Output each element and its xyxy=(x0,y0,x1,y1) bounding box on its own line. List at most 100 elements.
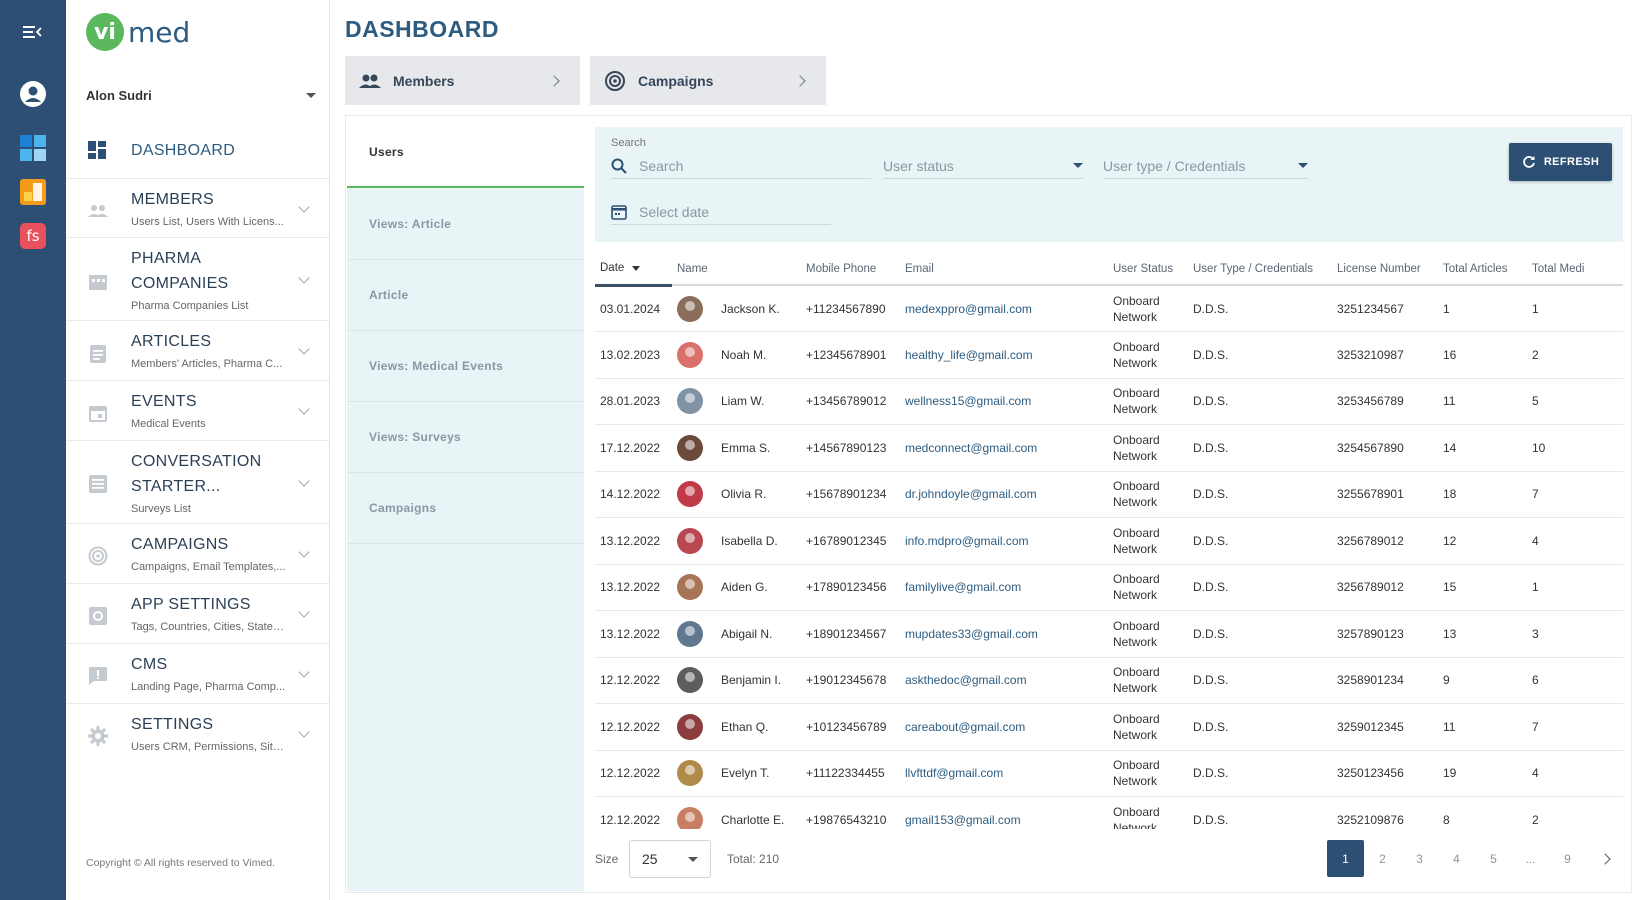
sidebar-item-settings[interactable]: SETTINGS Users CRM, Permissions, Site... xyxy=(66,704,330,764)
table-row[interactable]: 17.12.2022 Emma S. +14567890123 medconnect@… xyxy=(595,424,1623,472)
page-button[interactable]: 9 xyxy=(1564,851,1571,866)
quick-tab-members[interactable]: Members xyxy=(345,56,580,105)
table-row[interactable]: 13.12.2022 Abigail N. +18901234567 mupdates… xyxy=(595,610,1623,658)
page-title: DASHBOARD xyxy=(345,16,499,42)
column-header-name[interactable]: Name xyxy=(672,253,801,286)
table-row[interactable]: 12.12.2022 Charlotte E. +19876543210 gmail1… xyxy=(595,796,1623,829)
sidebar-item-cms[interactable]: CMS Landing Page, Pharma Comp... xyxy=(66,644,330,704)
status-line-2: Network xyxy=(1113,774,1158,789)
refresh-icon xyxy=(1523,156,1535,168)
table-row[interactable]: 13.12.2022 Isabella D. +16789012345 info.md… xyxy=(595,517,1623,565)
menu-collapse-icon[interactable] xyxy=(19,18,47,46)
avatar xyxy=(677,574,703,601)
app-blue-icon[interactable] xyxy=(19,134,47,162)
app-fs-icon[interactable]: fs xyxy=(19,222,47,250)
cell-user-status: Onboard Network xyxy=(1108,378,1188,425)
cell-email[interactable]: careabout@gmail.com xyxy=(900,703,1108,751)
cell-email[interactable]: healthy_life@gmail.com xyxy=(900,331,1108,379)
search-input[interactable]: Search xyxy=(611,153,871,179)
column-header-mobile-phone[interactable]: Mobile Phone xyxy=(801,253,900,286)
column-header-email[interactable]: Email xyxy=(900,253,1108,286)
cell-total-articles: 8 xyxy=(1438,796,1527,829)
sidebar-item-articles[interactable]: ARTICLES Members' Articles, Pharma C... xyxy=(66,321,330,381)
page-button[interactable]: 4 xyxy=(1453,851,1460,866)
page-button[interactable]: 1 xyxy=(1327,840,1364,877)
cell-email[interactable]: mupdates33@gmail.com xyxy=(900,610,1108,658)
tab-campaigns[interactable]: Campaigns xyxy=(347,473,584,544)
table-row[interactable]: 28.01.2023 Liam W. +13456789012 wellness15@… xyxy=(595,378,1623,425)
sidebar-item-pharma-companies[interactable]: PHARMA COMPANIES Pharma Companies List xyxy=(66,238,330,321)
cell-email[interactable]: dr.johndoyle@gmail.com xyxy=(900,471,1108,518)
app-orange-icon[interactable] xyxy=(19,178,47,206)
sidebar-item-campaigns[interactable]: CAMPAIGNS Campaigns, Email Templates,... xyxy=(66,524,330,584)
avatar xyxy=(677,667,703,694)
cell-email[interactable]: info.mdpro@gmail.com xyxy=(900,517,1108,565)
cell-date: 03.01.2024 xyxy=(595,285,672,332)
table-row[interactable]: 13.12.2022 Aiden G. +17890123456 familylive… xyxy=(595,564,1623,611)
cell-email[interactable]: medexppro@gmail.com xyxy=(900,285,1108,332)
page-button[interactable]: 2 xyxy=(1379,851,1386,866)
table-row[interactable]: 12.12.2022 Benjamin I. +19012345678 askthed… xyxy=(595,657,1623,704)
table-row[interactable]: 14.12.2022 Olivia R. +15678901234 dr.johndo… xyxy=(595,471,1623,518)
sidebar-item-app-settings[interactable]: APP SETTINGS Tags, Countries, Cities, St… xyxy=(66,584,330,644)
refresh-button[interactable]: REFRESH xyxy=(1509,143,1612,181)
chevron-right-icon xyxy=(794,74,806,87)
quick-tab-campaigns[interactable]: Campaigns xyxy=(590,56,826,105)
column-header-license-number[interactable]: License Number xyxy=(1332,253,1438,286)
sidebar-item-members[interactable]: MEMBERS Users List, Users With Licens... xyxy=(66,178,330,238)
fs-icon-label: fs xyxy=(20,223,46,249)
cell-email[interactable]: askthedoc@gmail.com xyxy=(900,657,1108,704)
gear-icon xyxy=(88,726,108,746)
page-button[interactable]: 5 xyxy=(1490,851,1497,866)
tab-users[interactable]: Users xyxy=(347,117,584,188)
cell-name: Benjamin I. xyxy=(716,657,801,704)
cell-name: Liam W. xyxy=(716,378,801,425)
vimed-logo: vi med xyxy=(86,12,190,52)
page-button[interactable]: 3 xyxy=(1416,851,1423,866)
avatar xyxy=(677,434,703,461)
sidebar: vi med Alon Sudri DASHBOARD MEMBERS User… xyxy=(66,0,330,900)
cell-phone: +17890123456 xyxy=(801,564,900,611)
cell-email[interactable]: gmail153@gmail.com xyxy=(900,796,1108,829)
tab-article[interactable]: Article xyxy=(347,260,584,331)
user-type-select[interactable]: User type / Credentials xyxy=(1103,153,1308,179)
status-line-1: Onboard xyxy=(1113,525,1160,540)
table-row[interactable]: 12.12.2022 Evelyn T. +11122334455 llvfttdf@… xyxy=(595,750,1623,797)
sidebar-item-conversation-starter[interactable]: CONVERSATION STARTER... Surveys List xyxy=(66,441,330,524)
sidebar-item-sub: Campaigns, Email Templates,... xyxy=(131,561,286,573)
column-header-user-type[interactable]: User Type / Credentials xyxy=(1188,253,1332,286)
cell-total-medi: 3 xyxy=(1527,610,1623,658)
tab-views-medical-events[interactable]: Views: Medical Events xyxy=(347,331,584,402)
tab-views-surveys[interactable]: Views: Surveys xyxy=(347,402,584,473)
column-header-total-medi[interactable]: Total Medi xyxy=(1527,253,1623,286)
table-row[interactable]: 03.01.2024 Jackson K. +11234567890 medexppr… xyxy=(595,285,1623,332)
cell-email[interactable]: llvfttdf@gmail.com xyxy=(900,750,1108,797)
sidebar-item-sub: Users List, Users With Licens... xyxy=(131,216,284,228)
table-row[interactable]: 13.02.2023 Noah M. +12345678901 healthy_lif… xyxy=(595,331,1623,379)
cell-avatar xyxy=(672,378,716,425)
sidebar-item-events[interactable]: EVENTS Medical Events xyxy=(66,381,330,441)
sidebar-item-dashboard[interactable]: DASHBOARD xyxy=(66,128,330,174)
sidebar-item-sub: Users CRM, Permissions, Site... xyxy=(131,741,286,753)
cell-date: 13.12.2022 xyxy=(595,564,672,611)
cell-email[interactable]: familylive@gmail.com xyxy=(900,564,1108,611)
account-circle-icon[interactable] xyxy=(19,80,47,108)
tab-views-article[interactable]: Views: Article xyxy=(347,189,584,260)
cell-avatar xyxy=(672,750,716,797)
date-picker[interactable]: Select date xyxy=(611,199,831,225)
clipboard-icon xyxy=(90,345,106,363)
column-header-date[interactable]: Date xyxy=(595,253,672,287)
next-page-button[interactable] xyxy=(1586,840,1623,877)
user-status-select[interactable]: User status xyxy=(883,153,1083,179)
table-row[interactable]: 12.12.2022 Ethan Q. +10123456789 careabout@… xyxy=(595,703,1623,751)
column-header-user-status[interactable]: User Status xyxy=(1108,253,1188,286)
cell-total-articles: 12 xyxy=(1438,517,1527,565)
cell-email[interactable]: medconnect@gmail.com xyxy=(900,424,1108,472)
cell-user-type: D.D.S. xyxy=(1188,750,1332,797)
page-size-select[interactable]: 25 xyxy=(629,840,711,878)
cell-phone: +16789012345 xyxy=(801,517,900,565)
cell-phone: +13456789012 xyxy=(801,378,900,425)
column-header-total-articles[interactable]: Total Articles xyxy=(1438,253,1527,286)
user-menu[interactable]: Alon Sudri xyxy=(86,84,316,106)
cell-email[interactable]: wellness15@gmail.com xyxy=(900,378,1108,425)
